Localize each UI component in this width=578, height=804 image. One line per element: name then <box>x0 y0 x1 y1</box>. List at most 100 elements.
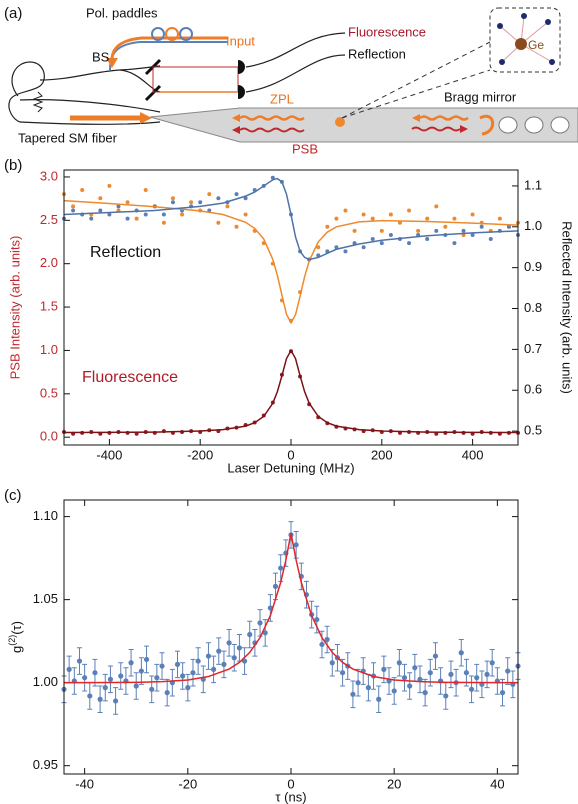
data-point <box>82 675 88 681</box>
data-point <box>416 228 421 233</box>
data-point <box>499 690 506 696</box>
bragg-holes <box>498 116 570 134</box>
y-tick-label: 1.5 <box>40 299 58 314</box>
setup-diagram: (a) <box>4 5 578 156</box>
input-arrow <box>110 36 228 61</box>
reflected-wave <box>419 115 469 121</box>
data-point <box>458 650 464 656</box>
data-point <box>470 232 475 237</box>
y-axis-label: g(2)(τ) <box>7 621 24 653</box>
y-axis-label-part: (τ) <box>9 621 24 635</box>
data-point <box>159 663 165 669</box>
x-tick-label: -200 <box>187 447 213 462</box>
paddles <box>151 27 193 41</box>
mirror <box>144 84 162 102</box>
data-point <box>391 688 397 694</box>
data-point <box>262 630 268 636</box>
y-axis-label-part: (2) <box>7 635 17 646</box>
annotation: Reflection <box>90 244 161 261</box>
data-point <box>365 685 371 691</box>
data-point <box>164 690 170 696</box>
data-point <box>452 241 457 246</box>
y-tick-label: 1.0 <box>40 342 58 357</box>
data-point <box>443 224 448 229</box>
fit-line <box>63 348 519 434</box>
x-tick-label: 40 <box>490 776 504 791</box>
fit-line <box>64 533 518 684</box>
data-point <box>225 204 230 209</box>
label: Fluorescence <box>348 24 426 39</box>
label: Ge <box>528 38 544 52</box>
data-point <box>198 200 203 205</box>
data-point <box>118 673 124 679</box>
data-point <box>134 216 139 221</box>
arrow-head <box>232 114 240 122</box>
y-tick-label: 0.0 <box>40 429 58 444</box>
data-point <box>278 565 284 571</box>
label: BS <box>92 49 110 64</box>
detectors <box>238 60 245 99</box>
data-point <box>376 696 382 702</box>
panel-label: (b) <box>4 157 22 174</box>
data-point <box>154 675 160 681</box>
data-point <box>484 671 490 677</box>
data-point <box>234 224 239 229</box>
zpl-wave <box>239 115 305 121</box>
arrow-head <box>232 126 240 134</box>
y2-tick-label: 0.5 <box>524 423 542 438</box>
data-point <box>138 668 144 674</box>
data-point <box>432 653 439 659</box>
data-point <box>407 683 413 689</box>
data-point <box>133 683 139 689</box>
spring <box>32 91 44 113</box>
data-point <box>170 200 175 205</box>
panel-label: (c) <box>4 487 22 504</box>
data-point <box>505 668 511 674</box>
data-point <box>257 620 263 626</box>
data-point <box>107 676 114 682</box>
data-point <box>243 212 248 217</box>
data-point <box>241 658 248 664</box>
arrow-head <box>460 125 468 133</box>
data-point <box>87 693 93 699</box>
data-point <box>190 670 196 676</box>
label: Pol. paddles <box>86 5 158 20</box>
data-point <box>329 660 335 666</box>
x-tick-label: -400 <box>96 447 122 462</box>
data-point <box>497 216 502 221</box>
arrow-head <box>140 112 152 124</box>
data-point <box>293 542 299 548</box>
panel-label: (a) <box>4 5 22 22</box>
data-point <box>112 698 119 704</box>
annotation: Fluorescence <box>82 369 178 386</box>
data-point <box>125 216 130 221</box>
data-point <box>324 636 330 643</box>
data-point <box>226 640 232 646</box>
label: Reflection <box>348 46 406 61</box>
data-point <box>71 208 76 213</box>
data-point <box>92 670 98 676</box>
reflect-arrow <box>479 114 495 136</box>
data-point <box>98 208 103 213</box>
data-point <box>370 216 375 221</box>
data-point <box>189 200 194 205</box>
y2-tick-label: 0.9 <box>524 259 542 274</box>
data-point <box>107 212 112 217</box>
data-point <box>434 204 439 209</box>
data-point <box>107 183 112 188</box>
y2-tick-label: 1.1 <box>524 177 542 192</box>
data-point <box>452 216 457 221</box>
y-axis-label-part: g <box>9 646 24 653</box>
arrow-head <box>106 58 118 68</box>
y-tick-label: 1.05 <box>33 591 58 606</box>
data-point <box>319 641 325 648</box>
data-point <box>174 661 181 668</box>
y2-axis-label: Reflected Intensity (arb. units) <box>560 221 575 394</box>
data-point <box>334 245 339 250</box>
data-point <box>236 645 243 651</box>
data-point <box>205 653 212 659</box>
data-point <box>272 583 279 589</box>
data-point <box>470 212 475 217</box>
data-point <box>216 648 222 654</box>
